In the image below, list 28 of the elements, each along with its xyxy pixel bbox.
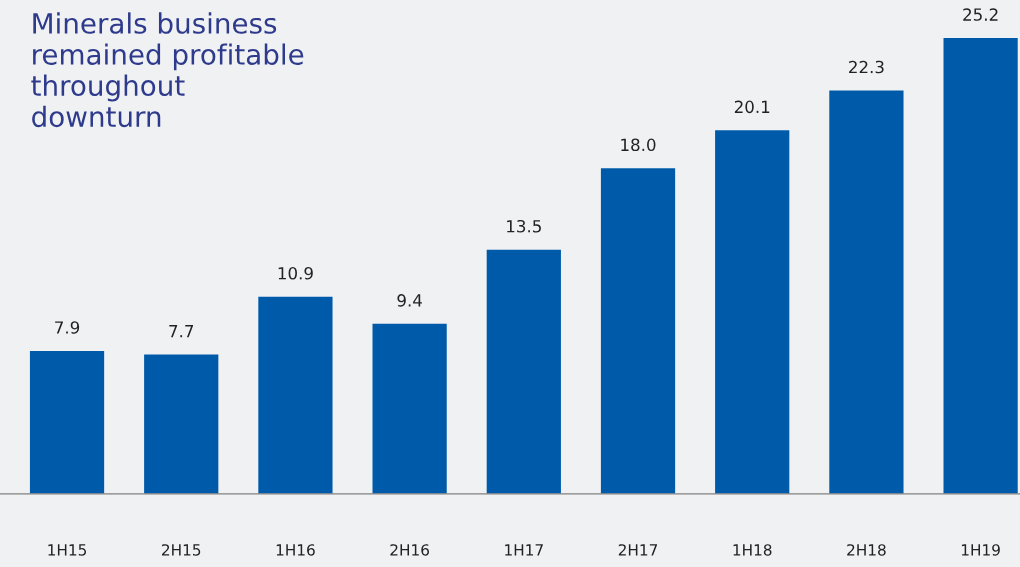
bar	[372, 323, 447, 494]
bar	[829, 90, 904, 494]
x-tick-label: 2H16	[390, 544, 429, 556]
x-tick-label: 2H18	[847, 544, 886, 556]
x-tick-label: 1H17	[505, 544, 543, 556]
data-label: 20.1	[734, 100, 770, 114]
bar	[29, 350, 105, 494]
x-tick-label: 2H15	[162, 544, 201, 556]
bar	[258, 296, 333, 494]
x-tick-label: 1H19	[961, 544, 1000, 556]
bar	[943, 37, 1018, 494]
data-label: 22.3	[849, 60, 884, 74]
data-label: 9.4	[397, 294, 422, 307]
x-tick-label: 1H18	[733, 544, 772, 556]
x-tick-label: 2H17	[618, 544, 658, 556]
data-label: 10.9	[278, 266, 313, 280]
text: Minerals business remained profitable throughout downturn	[31, 12, 304, 128]
bar	[715, 130, 790, 494]
bar	[144, 354, 219, 494]
bar	[486, 249, 561, 494]
data-label: 7.7	[169, 325, 194, 338]
data-label: 13.5	[507, 219, 541, 233]
data-label: 7.9	[55, 321, 80, 334]
x-tick-label: 1H16	[276, 544, 315, 556]
bar	[600, 168, 676, 494]
x-tick-label: 1H15	[48, 544, 87, 556]
data-label: 18.0	[621, 138, 656, 152]
data-label: 25.2	[963, 8, 998, 21]
